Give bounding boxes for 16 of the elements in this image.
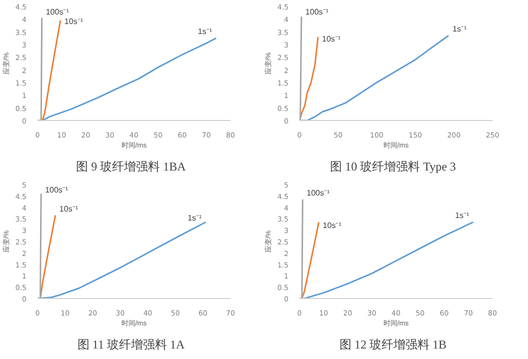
- series-label: 100s⁻¹: [45, 186, 68, 195]
- series-label: 10s⁻¹: [64, 17, 84, 26]
- text: 图 10 玻纤增强料 Type 3: [330, 160, 456, 174]
- series-label: 1s⁻¹: [455, 211, 470, 220]
- text: 图 9 玻纤增强料 1BA: [76, 160, 186, 174]
- series-label: 1s⁻¹: [452, 24, 467, 34]
- text: 图 12 玻纤增强料 1B: [340, 338, 447, 352]
- series-label: 1s⁻¹: [188, 214, 202, 223]
- series-label: 100s⁻¹: [46, 7, 70, 16]
- series-label: 10s⁻¹: [322, 34, 341, 44]
- series-label: 100s⁻¹: [306, 188, 330, 198]
- text: 图 11 玻纤增强料 1A: [77, 338, 185, 352]
- series-label: 10s⁻¹: [59, 204, 78, 214]
- series-label: 10s⁻¹: [322, 221, 342, 230]
- series-label: 1s⁻¹: [198, 27, 212, 36]
- series-label: 100s⁻¹: [305, 8, 329, 17]
